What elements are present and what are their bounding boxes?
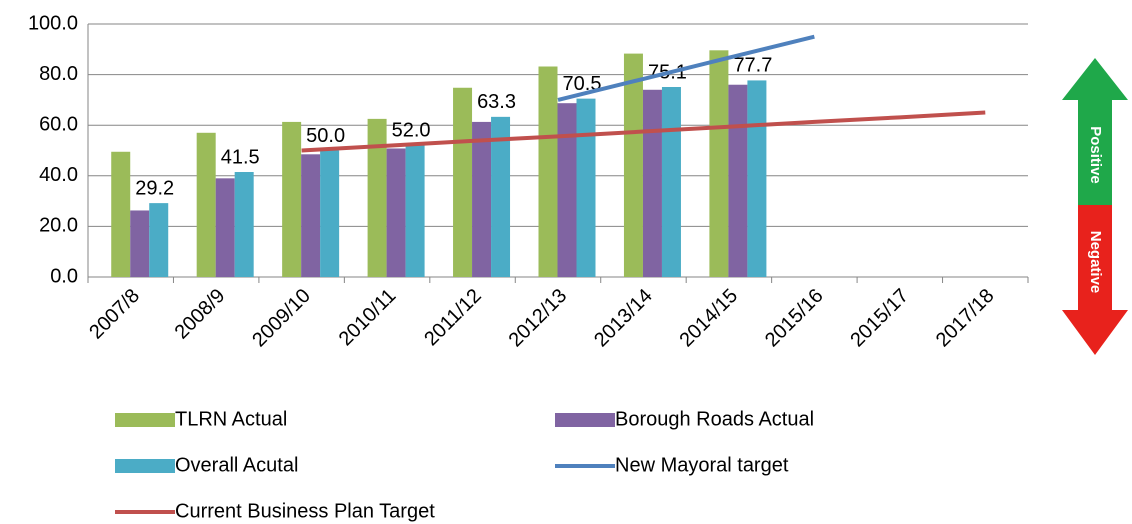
legend-label: Overall Acutal (175, 454, 298, 476)
x-tick-label: 2015/16 (761, 285, 828, 352)
legend-label: Current Business Plan Target (175, 500, 435, 522)
x-tick-label: 2014/15 (676, 285, 743, 352)
x-tick-label: 2010/11 (335, 285, 401, 351)
data-label: 52.0 (392, 120, 431, 142)
bar (557, 103, 577, 278)
x-tick-label: 2011/12 (420, 285, 486, 351)
bar (367, 118, 387, 277)
bar (111, 151, 131, 277)
positive-arrow (1062, 58, 1128, 205)
y-tick-label: 100.0 (28, 12, 78, 34)
bar (576, 98, 596, 277)
bar (709, 50, 729, 278)
bar (642, 89, 662, 277)
bar (320, 150, 340, 277)
data-label: 63.3 (477, 91, 516, 113)
data-label: 77.7 (733, 55, 772, 77)
x-tick-label: 2013/14 (590, 285, 657, 352)
bar (405, 145, 425, 277)
y-tick-label: 80.0 (39, 63, 78, 85)
negative-arrow (1062, 205, 1128, 355)
bar (747, 80, 767, 277)
data-label: 29.2 (135, 177, 174, 199)
bar (196, 132, 216, 277)
legend-swatch (555, 413, 615, 427)
bar (623, 53, 643, 278)
legend-label: Borough Roads Actual (615, 408, 814, 430)
data-label: 41.5 (221, 146, 260, 168)
x-tick-label: 2008/9 (171, 285, 230, 344)
legend-swatch (115, 459, 175, 473)
bar (282, 121, 302, 277)
line (557, 34, 815, 102)
bar (728, 84, 748, 277)
bar (301, 154, 321, 277)
y-tick-label: 20.0 (39, 215, 78, 237)
data-label: 50.0 (306, 125, 345, 147)
bar (149, 203, 169, 277)
line (301, 110, 986, 153)
x-tick-label: 2012/13 (505, 285, 572, 352)
bar (453, 87, 473, 277)
bar (661, 86, 681, 277)
legend-label: New Mayoral target (615, 454, 789, 476)
bar (538, 66, 558, 277)
positive-label: Positive (1087, 126, 1104, 184)
x-tick-label: 2015/17 (846, 285, 913, 352)
legend-swatch (115, 413, 175, 427)
y-tick-label: 40.0 (39, 164, 78, 186)
bar (472, 121, 492, 277)
bar (234, 172, 254, 277)
bar (215, 178, 235, 277)
x-tick-label: 2009/10 (248, 285, 315, 352)
legend-label: TLRN Actual (175, 408, 287, 430)
bar (130, 210, 150, 277)
x-tick-label: 2017/18 (932, 285, 999, 352)
data-label: 70.5 (563, 73, 602, 95)
y-tick-label: 0.0 (50, 265, 78, 287)
bar (491, 116, 511, 277)
y-tick-label: 60.0 (39, 113, 78, 135)
bar (386, 148, 406, 277)
negative-label: Negative (1087, 231, 1104, 294)
indicator: Positive Negative (1062, 58, 1128, 355)
x-tick-label: 2007/8 (85, 285, 144, 344)
